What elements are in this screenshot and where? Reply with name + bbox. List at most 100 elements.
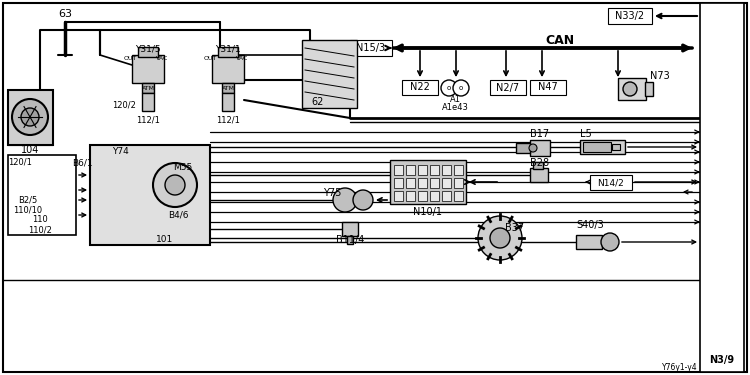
Bar (418, 165, 427, 175)
Bar (394, 191, 403, 201)
Circle shape (529, 144, 537, 152)
Text: A1e43: A1e43 (442, 104, 469, 112)
Text: N10/1: N10/1 (413, 207, 442, 217)
Text: B17: B17 (530, 129, 549, 139)
Bar (516, 143, 530, 153)
Bar (90, 145, 210, 245)
Bar (218, 47, 238, 57)
Circle shape (441, 80, 457, 96)
Bar (454, 191, 463, 201)
Circle shape (453, 80, 469, 96)
Text: 110/2: 110/2 (28, 225, 52, 234)
Bar (138, 47, 158, 57)
Text: A1: A1 (449, 96, 460, 105)
Text: N14/2: N14/2 (598, 178, 624, 187)
Text: Y31/5: Y31/5 (135, 45, 160, 54)
Bar (394, 178, 403, 188)
Bar (454, 165, 463, 175)
Bar (590, 175, 632, 190)
Circle shape (153, 163, 197, 207)
Text: N3/9: N3/9 (710, 355, 734, 365)
Bar (347, 236, 353, 244)
Text: 63: 63 (58, 9, 72, 19)
Bar (406, 165, 415, 175)
Text: 120/2: 120/2 (112, 100, 136, 109)
Circle shape (333, 188, 357, 212)
Text: 112/1: 112/1 (216, 116, 240, 124)
Text: 120/1: 120/1 (8, 158, 32, 166)
Text: 62: 62 (312, 97, 324, 107)
Bar (700, 3, 744, 372)
Bar (430, 191, 439, 201)
Bar (442, 165, 451, 175)
Bar (430, 165, 439, 175)
Bar (132, 55, 164, 83)
Text: N22: N22 (410, 82, 430, 93)
Text: M55: M55 (173, 162, 193, 171)
Text: L5: L5 (580, 129, 592, 139)
Bar (142, 83, 154, 93)
Bar (490, 80, 526, 95)
Text: Y74: Y74 (112, 147, 128, 156)
Bar (8, 90, 53, 145)
Text: o: o (459, 85, 463, 91)
Bar (418, 178, 427, 188)
Bar (454, 178, 463, 188)
Bar (576, 235, 602, 249)
Bar (530, 168, 548, 182)
Text: OUT: OUT (123, 57, 136, 62)
Bar (222, 93, 234, 111)
Text: 101: 101 (156, 236, 173, 244)
Circle shape (478, 216, 522, 260)
Circle shape (353, 190, 373, 210)
Circle shape (12, 99, 48, 135)
Text: 110: 110 (32, 216, 48, 225)
Bar (142, 93, 154, 111)
Bar (302, 40, 357, 108)
Bar (390, 160, 466, 204)
Text: CAN: CAN (545, 33, 574, 46)
Text: B37: B37 (505, 223, 524, 233)
Bar (645, 82, 653, 96)
Text: ATM: ATM (142, 86, 154, 90)
Bar (533, 162, 543, 169)
Text: VAC: VAC (156, 57, 168, 62)
Bar (222, 83, 234, 93)
Text: N2/7: N2/7 (496, 82, 520, 93)
Text: OUT: OUT (203, 57, 217, 62)
Bar (406, 191, 415, 201)
Circle shape (623, 82, 637, 96)
Bar (418, 191, 427, 201)
Circle shape (490, 228, 510, 248)
Bar (430, 178, 439, 188)
Circle shape (165, 175, 185, 195)
Text: o: o (447, 85, 452, 91)
Bar (350, 40, 392, 56)
Text: Y76y1-y4: Y76y1-y4 (662, 363, 698, 372)
Bar (608, 8, 652, 24)
Bar (612, 144, 620, 150)
Bar (583, 142, 611, 152)
Text: B28: B28 (530, 158, 549, 168)
Bar (618, 78, 646, 100)
Text: N47: N47 (538, 82, 558, 93)
Text: N73: N73 (650, 71, 670, 81)
Circle shape (21, 108, 39, 126)
Text: B11/4: B11/4 (336, 235, 364, 245)
Bar (580, 140, 625, 154)
Text: B6/1: B6/1 (72, 159, 93, 168)
Text: B4/6: B4/6 (168, 210, 188, 219)
Text: 112/1: 112/1 (136, 116, 160, 124)
Bar (442, 191, 451, 201)
Text: S40/3: S40/3 (576, 220, 604, 230)
Text: 110/10: 110/10 (13, 206, 43, 214)
Text: B2/5: B2/5 (18, 195, 38, 204)
Text: N15/3: N15/3 (356, 43, 386, 53)
Bar (406, 178, 415, 188)
Bar (530, 140, 550, 156)
Bar (442, 178, 451, 188)
Bar (8, 155, 76, 235)
Text: ATM: ATM (221, 86, 235, 90)
Text: VAC: VAC (236, 57, 248, 62)
Bar (530, 80, 566, 95)
